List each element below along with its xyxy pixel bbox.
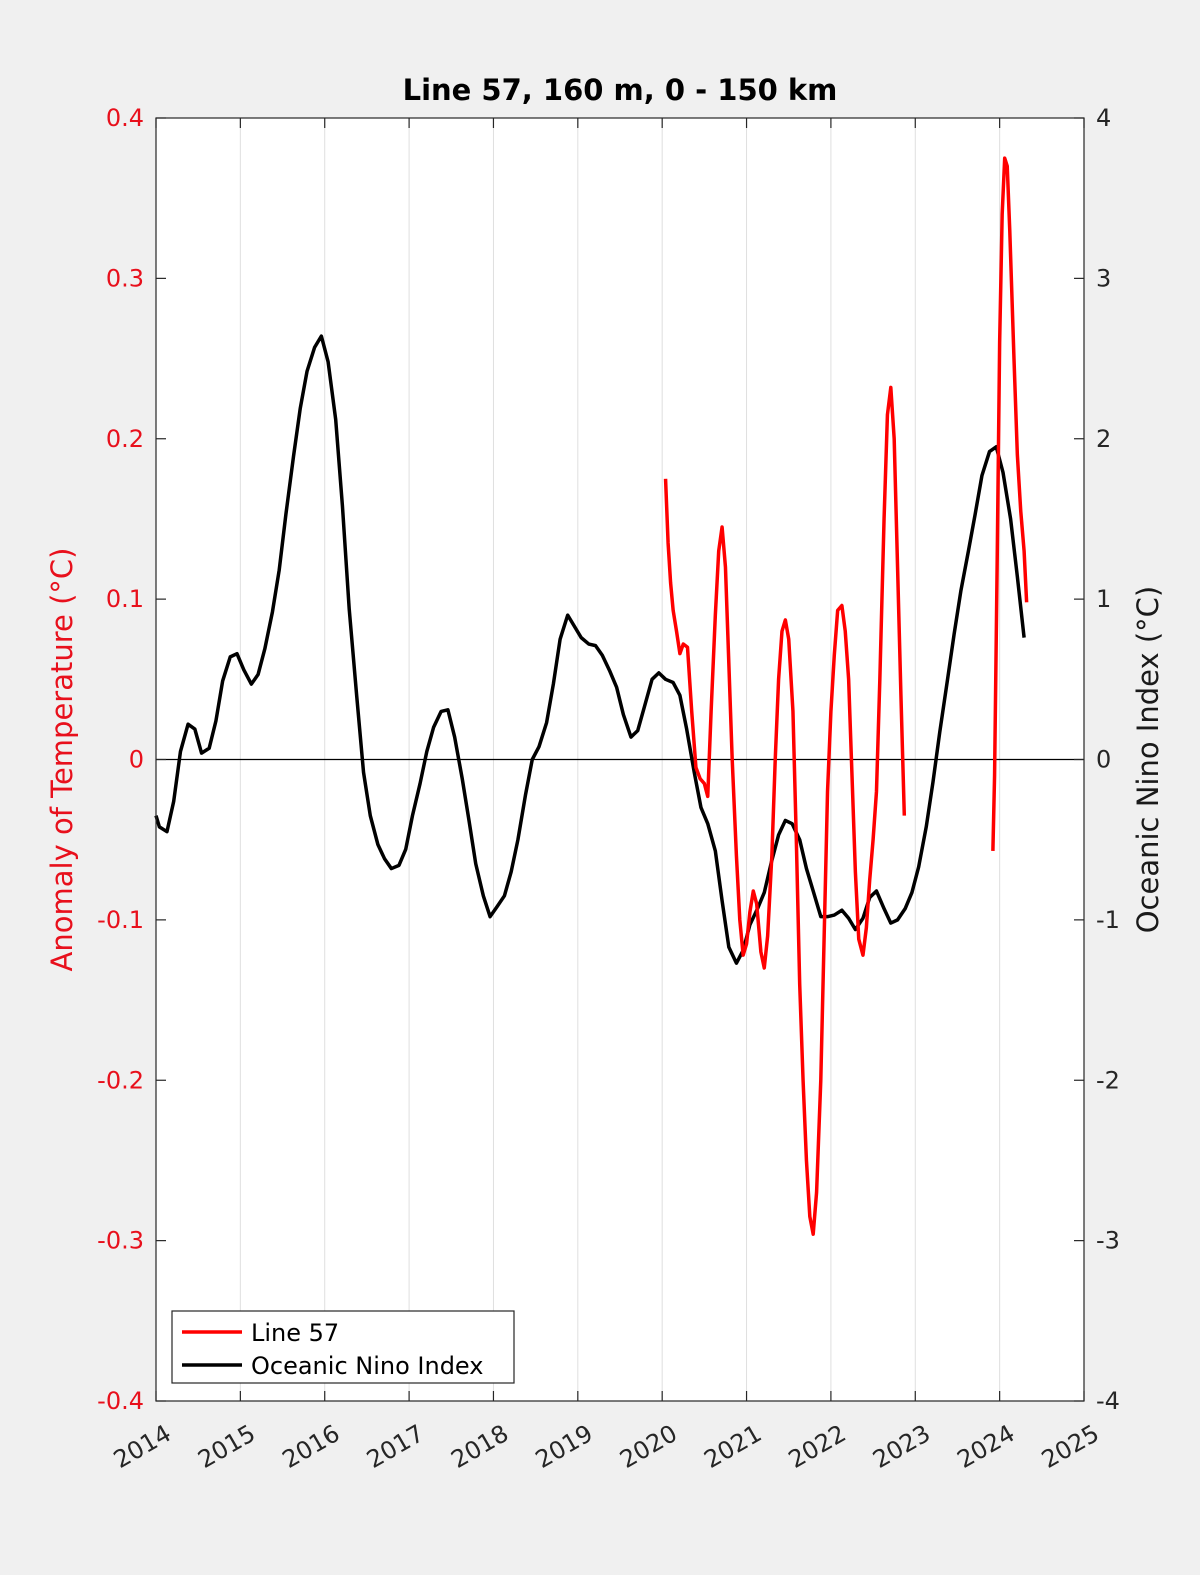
y-left-tick-label: 0.4: [106, 104, 144, 132]
y-right-tick-label: 2: [1096, 425, 1111, 453]
legend-box: [171, 1310, 515, 1384]
y-right-tick-label: 1: [1096, 585, 1111, 613]
y-right-tick-label: -1: [1096, 906, 1120, 934]
legend-label-oni: Oceanic Nino Index: [251, 1352, 483, 1380]
chart-title: Line 57, 160 m, 0 - 150 km: [403, 73, 838, 107]
y-axis-left-label: Anomaly of Temperature (°C): [45, 548, 79, 972]
legend-label-line57: Line 57: [251, 1319, 339, 1347]
series-line57-segment-0: [663, 385, 907, 1236]
y-right-tick-label: 4: [1096, 104, 1111, 132]
y-left-tick-label: 0.1: [106, 585, 144, 613]
y-left-tick-label: -0.1: [97, 906, 144, 934]
series-oni-segment-0: [154, 334, 1026, 965]
y-right-tick-label: -3: [1096, 1227, 1120, 1255]
y-right-tick-label: 0: [1096, 746, 1111, 774]
series-layer: [154, 156, 1029, 1236]
y-axis-right-label: Oceanic Nino Index (°C): [1131, 586, 1165, 934]
y-left-tick-label: -0.4: [97, 1387, 144, 1415]
series-line57-segment-1: [991, 156, 1029, 851]
y-right-tick-label: 3: [1096, 264, 1111, 292]
legend: Line 57 Oceanic Nino Index: [171, 1310, 515, 1384]
y-left-tick-label: 0.3: [106, 264, 144, 292]
y-left-tick-label: 0: [129, 746, 144, 774]
y-left-tick-label: -0.3: [97, 1227, 144, 1255]
y-left-tick-label: 0.2: [106, 425, 144, 453]
y-right-tick-label: -4: [1096, 1387, 1120, 1415]
y-left-tick-label: -0.2: [97, 1066, 144, 1094]
y-right-tick-label: -2: [1096, 1066, 1120, 1094]
